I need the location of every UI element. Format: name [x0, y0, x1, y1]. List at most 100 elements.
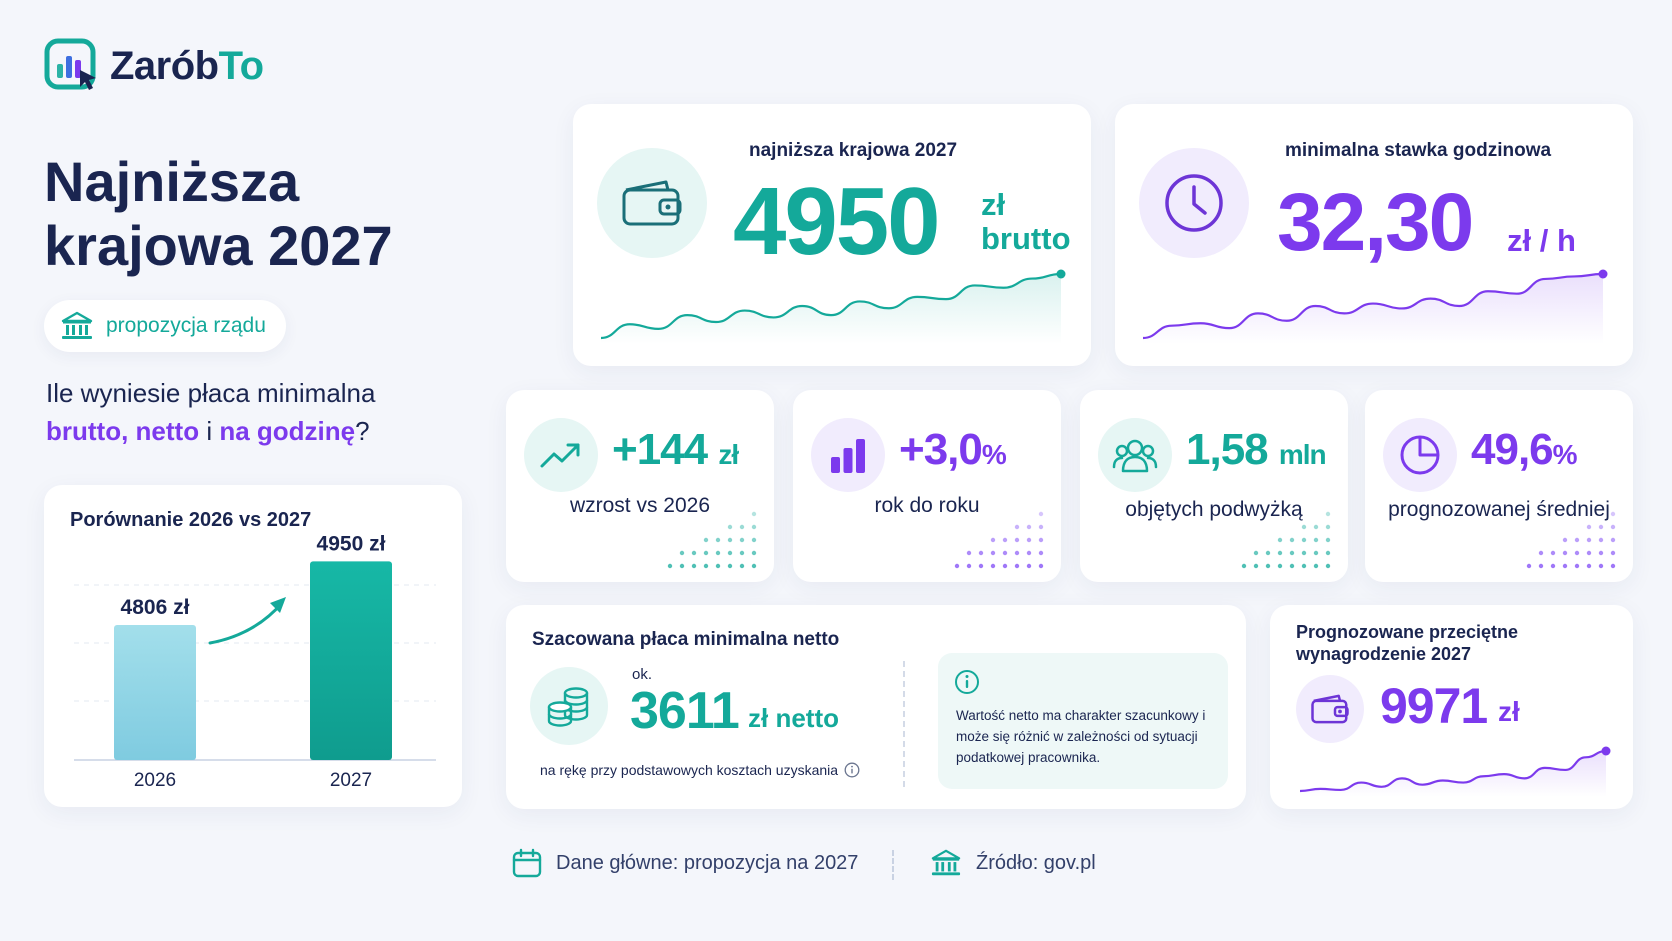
- dot: [1325, 537, 1331, 543]
- stat-card-share-of-average: 49,6% prognozowanej średniej: [1365, 390, 1633, 582]
- dot: [739, 537, 745, 543]
- dot: [1538, 550, 1544, 556]
- stat-value: 49,6%: [1471, 425, 1578, 474]
- info-text: Wartość netto ma charakter szacunkowy i …: [956, 708, 1206, 765]
- growth-arrow: [208, 601, 284, 645]
- calendar-icon: [512, 848, 542, 878]
- stat-label: wzrost vs 2026: [569, 494, 711, 517]
- dot: [1586, 550, 1592, 556]
- stat-card-covered-workers: 1,58 mln objętych podwyżką: [1080, 390, 1348, 582]
- dot: [1325, 524, 1331, 530]
- dot: [1014, 563, 1020, 569]
- dot: [966, 550, 972, 556]
- wallet-icon-circle: [597, 148, 707, 258]
- comparison-card: Porównanie 2026 vs 2027 4806 zł 2026 4950 …: [44, 485, 462, 807]
- dot: [1026, 537, 1032, 543]
- dot: [1586, 537, 1592, 543]
- dot: [751, 524, 757, 530]
- dot: [1253, 563, 1259, 569]
- net-estimate-value: 3611: [630, 682, 740, 740]
- net-estimate-unit: zł netto: [748, 703, 839, 733]
- coins-icon-circle: [530, 667, 608, 745]
- dot: [1313, 550, 1319, 556]
- dot: [1301, 537, 1307, 543]
- dot: [1038, 550, 1044, 556]
- sparkline-line: [1142, 272, 1604, 340]
- comparison-title: Porównanie 2026 vs 2027: [70, 509, 312, 531]
- brand-name: ZaróbTo: [110, 43, 264, 88]
- dot: [667, 563, 673, 569]
- dot: [703, 550, 709, 556]
- dot: [1002, 537, 1008, 543]
- pie-chart-icon: [1400, 435, 1440, 475]
- dot: [1610, 524, 1616, 530]
- comparison-bar-chart: 4806 zł 2026 4950 zł 2027: [74, 532, 436, 791]
- people-icon: [1112, 439, 1158, 473]
- dot: [679, 563, 685, 569]
- dot: [739, 524, 745, 530]
- dot: [1301, 524, 1307, 530]
- dot: [1562, 537, 1568, 543]
- wallet-icon: [1311, 694, 1349, 724]
- sparkline-end-point: [1598, 269, 1608, 279]
- dot: [1313, 537, 1319, 543]
- dot: [727, 524, 733, 530]
- dot: [1610, 563, 1616, 569]
- dot: [1313, 524, 1319, 530]
- trend-up-icon: [540, 443, 580, 468]
- bar-value-label: 4806 zł: [121, 596, 190, 619]
- dot: [691, 550, 697, 556]
- dot: [703, 563, 709, 569]
- stat-value: 1,58 mln: [1186, 425, 1327, 474]
- dot: [1610, 511, 1616, 517]
- dot: [1598, 563, 1604, 569]
- dot: [1598, 524, 1604, 530]
- dot: [978, 563, 984, 569]
- dot: [1550, 563, 1556, 569]
- dot: [1241, 563, 1247, 569]
- lead-question: Ile wyniesie płaca minimalna brutto, net…: [46, 378, 376, 446]
- dot: [1014, 524, 1020, 530]
- dot: [1301, 550, 1307, 556]
- stat-label: objętych podwyżką: [1125, 498, 1303, 521]
- bank-icon: [61, 311, 93, 339]
- sparkline-end-point: [1056, 269, 1066, 279]
- stat-card-increase: +144 zł wzrost vs 2026: [506, 390, 774, 582]
- dot: [727, 537, 733, 543]
- dot: [751, 537, 757, 543]
- dot: [1598, 550, 1604, 556]
- dot: [1277, 563, 1283, 569]
- page-title: Najniższa krajowa 2027: [44, 150, 393, 277]
- footer-data-label: Dane główne: propozycja na 2027: [556, 851, 859, 874]
- growth-arrow-head: [270, 597, 286, 613]
- info-icon: [955, 670, 979, 694]
- sparkline-end-point: [1601, 746, 1611, 756]
- info-icon[interactable]: [844, 762, 860, 778]
- dot: [1325, 563, 1331, 569]
- dot: [1038, 524, 1044, 530]
- stat-value: +144 zł: [612, 425, 739, 474]
- coins-icon: [547, 687, 589, 727]
- wallet-icon: [622, 180, 682, 226]
- dot: [1265, 550, 1271, 556]
- sparkline-area: [1300, 751, 1606, 797]
- net-estimate-footnote: na rękę przy podstawowych kosztach uzysk…: [540, 762, 860, 778]
- dot: [715, 550, 721, 556]
- x-tick-label: 2027: [330, 770, 372, 791]
- dot: [1277, 537, 1283, 543]
- dot: [1610, 550, 1616, 556]
- dot: [978, 550, 984, 556]
- bar-chart-icon: [831, 439, 865, 473]
- dot: [1574, 550, 1580, 556]
- minimum-wage-card: najniższa krajowa 2027 4950 zł brutto: [573, 104, 1091, 366]
- dot: [990, 563, 996, 569]
- dot: [751, 563, 757, 569]
- dot: [990, 537, 996, 543]
- dot: [990, 550, 996, 556]
- stat-value: +3,0%: [899, 425, 1007, 474]
- minimum-wage-unit: zł brutto: [981, 187, 1071, 256]
- footer-source: Źródło: gov.pl: [930, 848, 1096, 878]
- stat-card-year-over-year: +3,0% rok do roku: [793, 390, 1061, 582]
- average-wage-title: Prognozowane przeciętne wynagrodzenie 20…: [1296, 622, 1519, 664]
- dot: [1562, 563, 1568, 569]
